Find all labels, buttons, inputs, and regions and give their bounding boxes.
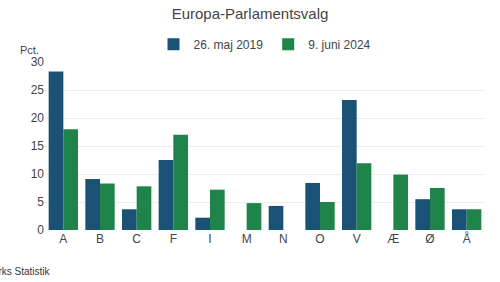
svg-text:5: 5 — [37, 195, 44, 209]
svg-text:N: N — [279, 232, 288, 246]
svg-text:25: 25 — [31, 83, 45, 97]
svg-text:I: I — [208, 232, 211, 246]
svg-text:B: B — [96, 232, 104, 246]
svg-text:15: 15 — [31, 139, 45, 153]
svg-text:10: 10 — [31, 167, 45, 181]
svg-text:A: A — [59, 232, 67, 246]
svg-text:M: M — [242, 232, 252, 246]
svg-text:0: 0 — [37, 223, 44, 237]
svg-text:O: O — [315, 232, 324, 246]
svg-text:V: V — [353, 232, 361, 246]
svg-text:© Danmarks Statistik: © Danmarks Statistik — [0, 266, 51, 277]
svg-text:F: F — [170, 232, 177, 246]
svg-text:30: 30 — [31, 55, 45, 69]
svg-text:Æ: Æ — [387, 232, 399, 246]
svg-text:Pct.: Pct. — [20, 44, 39, 56]
svg-text:20: 20 — [31, 111, 45, 125]
svg-text:C: C — [132, 232, 141, 246]
svg-text:Europa-Parlamentsvalg: Europa-Parlamentsvalg — [172, 5, 329, 22]
svg-text:9. juni 2024: 9. juni 2024 — [308, 38, 370, 52]
svg-text:Å: Å — [463, 231, 471, 246]
svg-text:26. maj 2019: 26. maj 2019 — [194, 38, 264, 52]
svg-text:Ø: Ø — [425, 232, 434, 246]
